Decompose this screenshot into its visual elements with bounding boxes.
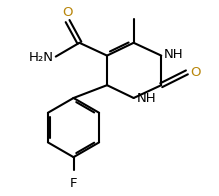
Text: O: O [190,66,200,79]
Text: NH: NH [137,93,156,105]
Text: O: O [62,6,73,19]
Text: NH: NH [164,48,184,61]
Text: F: F [70,177,77,190]
Text: H₂N: H₂N [29,51,54,64]
